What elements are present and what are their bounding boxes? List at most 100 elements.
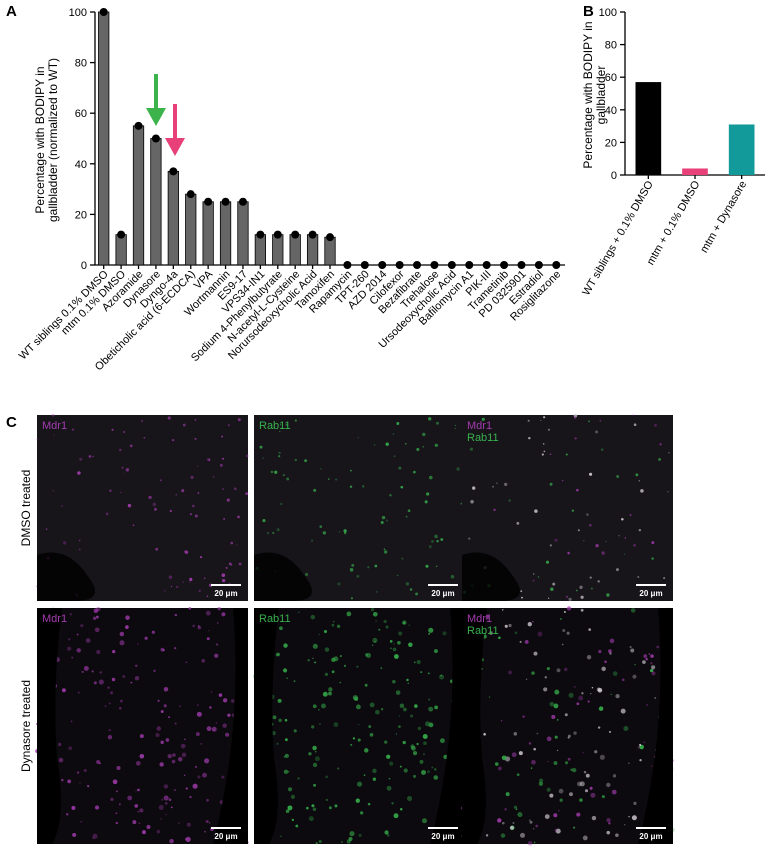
signal-spot [282, 473, 286, 477]
signal-spot [564, 713, 568, 717]
signal-spot [423, 753, 425, 755]
bar [115, 234, 127, 266]
signal-spot [284, 738, 288, 742]
signal-spot [633, 544, 636, 547]
signal-spot [508, 670, 512, 675]
signal-spot [219, 463, 223, 467]
signal-spot [547, 760, 549, 763]
signal-spot [440, 538, 444, 541]
signal-spot [83, 769, 87, 773]
signal-spot [656, 645, 660, 649]
data-point [326, 233, 334, 242]
signal-spot [422, 734, 428, 739]
signal-spot [608, 649, 612, 653]
signal-spot [435, 565, 438, 568]
signal-spot [360, 811, 364, 815]
signal-spot [488, 696, 491, 698]
signal-spot [566, 631, 570, 635]
bar [728, 124, 755, 175]
signal-spot [285, 809, 290, 813]
signal-spot [367, 566, 370, 569]
signal-spot [428, 475, 433, 480]
signal-spot [222, 488, 225, 490]
signal-spot [405, 582, 410, 586]
signal-spot [245, 454, 249, 458]
signal-spot [581, 692, 584, 695]
signal-spot [532, 828, 535, 830]
signal-spot [115, 812, 118, 815]
signal-spot [319, 525, 323, 528]
signal-spot [599, 754, 605, 760]
bar [219, 201, 232, 266]
signal-spot [339, 681, 341, 684]
signal-spot [375, 620, 378, 622]
signal-spot [591, 687, 594, 689]
signal-spot [425, 721, 431, 727]
signal-spot [318, 839, 322, 844]
signal-spot [115, 821, 118, 825]
signal-spot [77, 471, 81, 475]
signal-spot [119, 448, 122, 452]
signal-spot [605, 540, 607, 543]
signal-spot [153, 507, 157, 511]
signal-spot [409, 588, 413, 591]
signal-spot [567, 757, 571, 761]
signal-spot [293, 729, 297, 733]
y-tick-label: 60 [75, 108, 87, 120]
signal-spot [428, 722, 434, 728]
signal-spot [553, 813, 558, 818]
signal-spot [598, 706, 604, 711]
signal-spot [589, 786, 593, 790]
signal-spot [546, 667, 550, 671]
signal-spot [343, 664, 347, 667]
signal-spot [285, 423, 288, 427]
signal-spot [365, 652, 372, 658]
signal-spot [272, 715, 277, 720]
signal-spot [513, 732, 518, 736]
bar [132, 125, 145, 266]
signal-spot [313, 488, 317, 492]
signal-spot [168, 716, 171, 719]
signal-spot [325, 798, 328, 801]
signal-spot [68, 746, 73, 751]
signal-spot [556, 668, 561, 673]
signal-spot [386, 833, 390, 837]
signal-spot [578, 695, 584, 701]
x-tick-label: mtm + Dynasore [698, 179, 749, 255]
signal-spot [349, 485, 353, 489]
signal-spot [165, 813, 167, 816]
signal-spot [336, 624, 341, 628]
scale-bar-label: 20 μm [639, 589, 662, 598]
signal-spot [111, 428, 114, 431]
signal-spot [383, 548, 386, 551]
signal-spot [618, 535, 620, 537]
signal-spot [565, 595, 569, 598]
signal-spot [372, 637, 378, 643]
signal-spot [433, 649, 438, 654]
y-tick-label: 40 [605, 105, 617, 117]
signal-spot [364, 653, 369, 657]
signal-spot [312, 745, 317, 751]
signal-spot [184, 738, 186, 741]
signal-spot [374, 641, 376, 643]
signal-spot [395, 690, 401, 695]
signal-spot [559, 618, 562, 620]
signal-spot [574, 416, 577, 419]
signal-spot [68, 638, 71, 641]
signal-spot [554, 689, 560, 695]
signal-spot [364, 683, 368, 687]
signal-spot [287, 787, 293, 792]
signal-spot [402, 622, 406, 625]
signal-spot [564, 667, 568, 672]
signal-spot [196, 465, 199, 467]
signal-spot [107, 686, 110, 689]
signal-spot [501, 755, 507, 761]
signal-spot [228, 562, 232, 566]
signal-spot [392, 433, 395, 435]
signal-spot [372, 611, 378, 617]
x-tick-label: mtm + 0.1% DMSO [645, 179, 703, 268]
signal-spot [283, 755, 286, 758]
signal-spot [428, 417, 432, 421]
